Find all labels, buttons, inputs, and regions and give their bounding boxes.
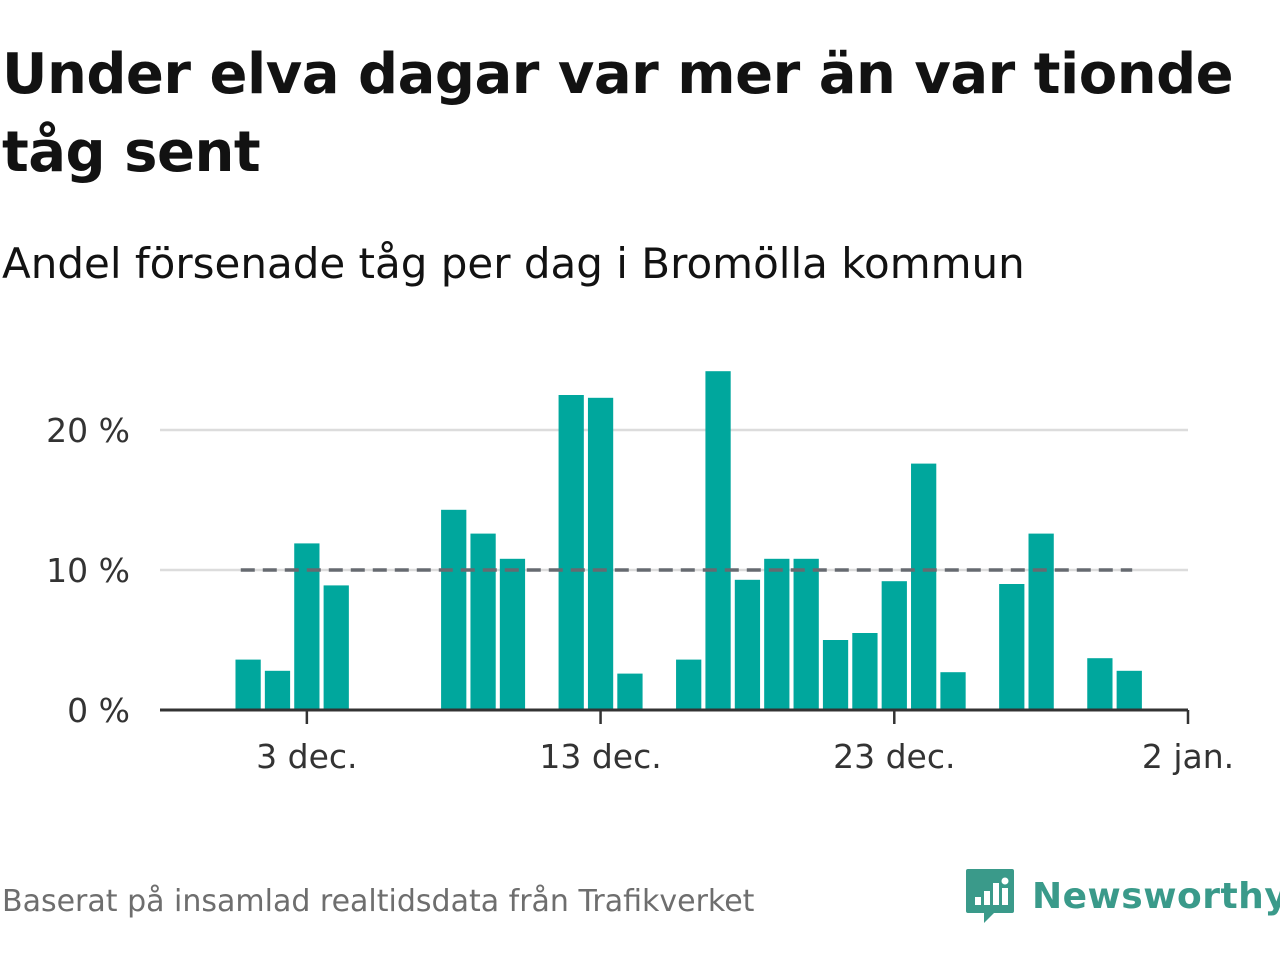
x-axis-labels: 3 dec. 13 dec. 23 dec. 2 jan. bbox=[256, 737, 1234, 776]
newsworthy-logo-icon bbox=[966, 869, 1014, 923]
bar bbox=[1028, 533, 1054, 710]
bar bbox=[1116, 670, 1142, 710]
bar bbox=[235, 659, 261, 710]
bar bbox=[499, 558, 526, 710]
bar bbox=[676, 659, 702, 710]
bar bbox=[323, 585, 349, 710]
bar bbox=[470, 533, 496, 710]
bar bbox=[822, 640, 849, 710]
x-tick-label: 23 dec. bbox=[833, 737, 955, 776]
bar bbox=[1087, 658, 1113, 710]
bar bbox=[881, 581, 907, 710]
x-tick-label: 13 dec. bbox=[539, 737, 661, 776]
bar bbox=[852, 633, 878, 710]
bars bbox=[235, 371, 1142, 710]
y-tick-label: 10 % bbox=[46, 551, 130, 590]
bar bbox=[558, 395, 584, 710]
bar bbox=[764, 558, 790, 710]
bar bbox=[999, 584, 1025, 710]
chart-subtitle: Andel försenade tåg per dag i Bromölla k… bbox=[2, 239, 1025, 288]
x-tick-label: 3 dec. bbox=[256, 737, 357, 776]
y-tick-label: 20 % bbox=[46, 411, 130, 450]
x-tick-label: 2 jan. bbox=[1142, 737, 1234, 776]
bar bbox=[911, 463, 937, 710]
chart-title: Under elva dagar var mer än var tionde t… bbox=[2, 42, 1234, 185]
bar bbox=[587, 397, 614, 710]
bar bbox=[940, 672, 966, 710]
source-note: Baserat på insamlad realtidsdata från Tr… bbox=[2, 884, 755, 919]
bar bbox=[617, 673, 643, 710]
bar bbox=[734, 579, 761, 710]
bar bbox=[264, 670, 291, 710]
x-axis bbox=[160, 708, 1190, 724]
brand-logo: Newsworthy bbox=[964, 866, 1280, 926]
bar bbox=[705, 371, 731, 710]
bar bbox=[441, 509, 467, 710]
brand-name: Newsworthy bbox=[1032, 875, 1280, 917]
y-tick-label: 0 % bbox=[67, 691, 130, 730]
bar bbox=[793, 558, 819, 710]
bar-chart: 0 % 10 % 20 % 3 dec. 13 dec. 23 dec. 2 jan. bbox=[46, 371, 1234, 776]
y-axis-labels: 0 % 10 % 20 % bbox=[46, 411, 130, 730]
